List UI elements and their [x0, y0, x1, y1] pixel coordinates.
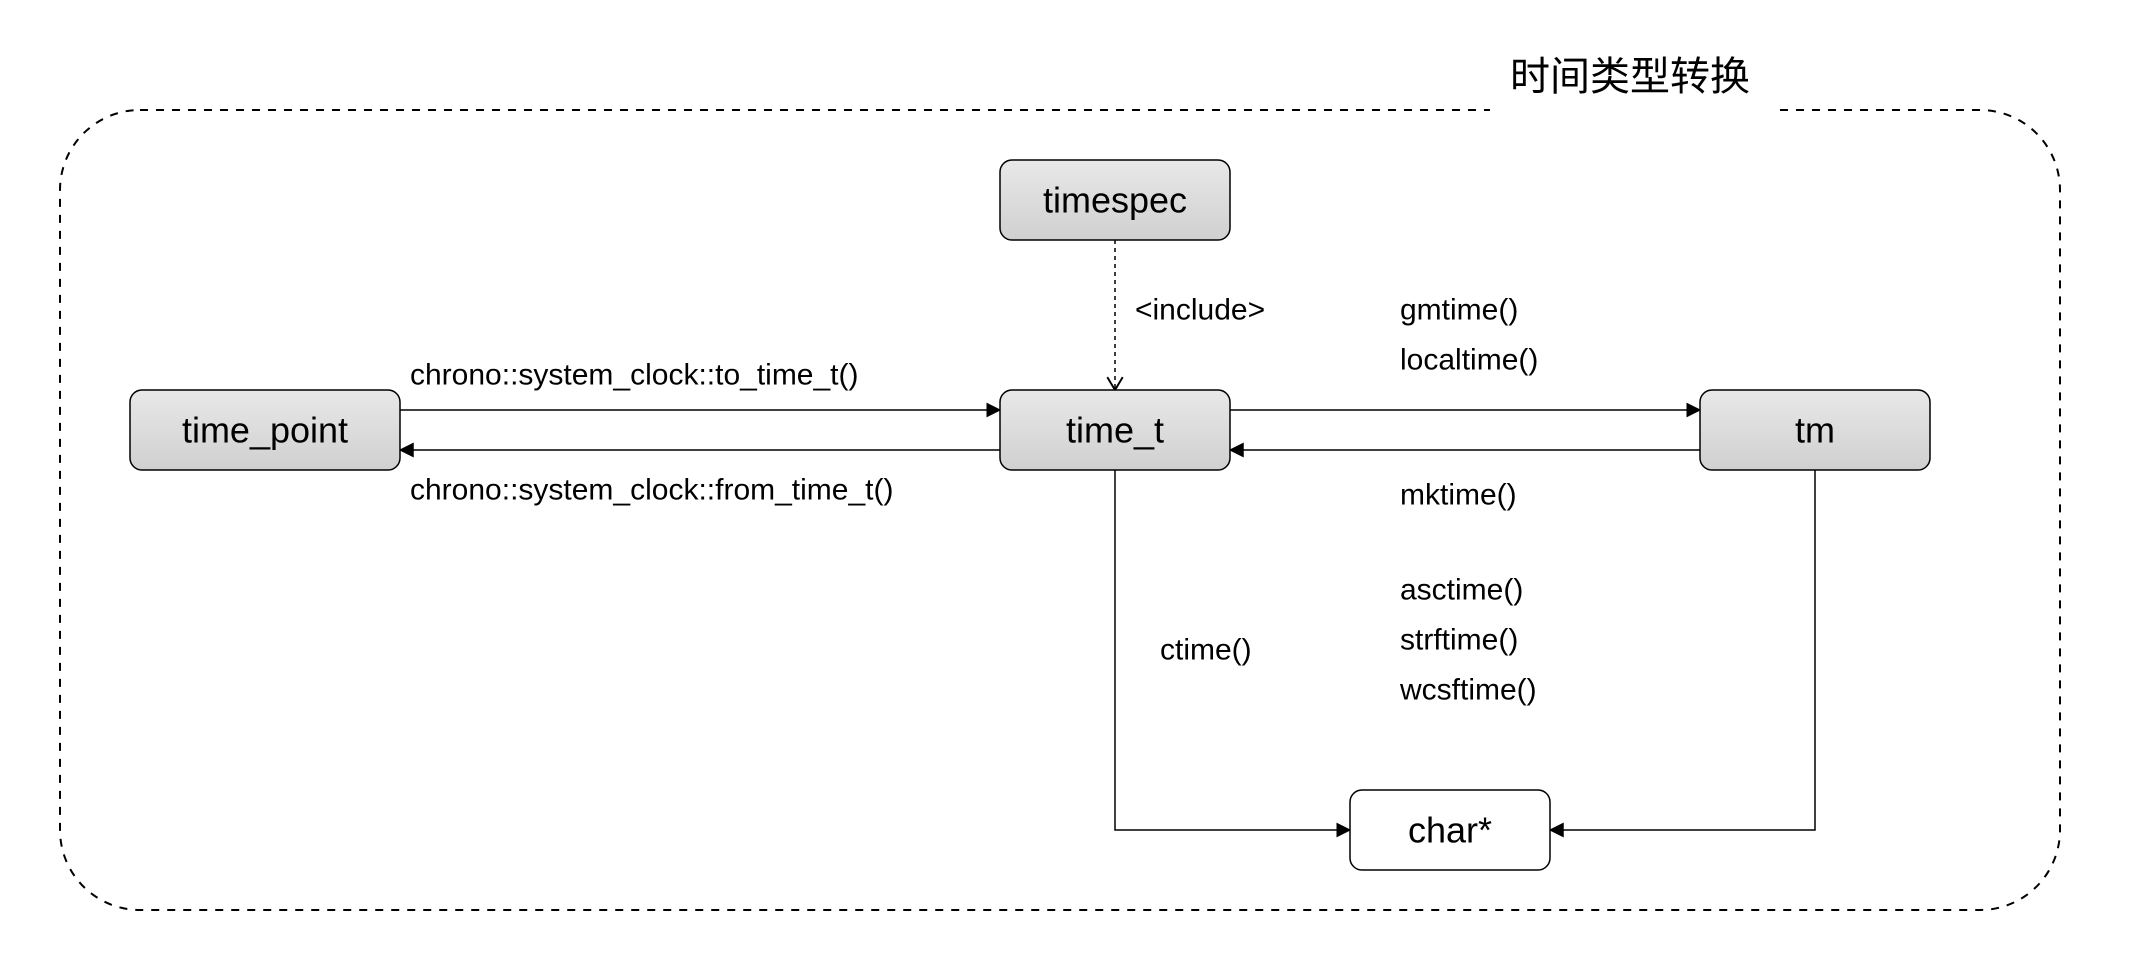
edge-label-tm-to-char-1: strftime()	[1400, 624, 1518, 657]
edge-label-time_t-to-tm-0: gmtime()	[1400, 294, 1518, 327]
node-label-timespec: timespec	[1043, 180, 1187, 221]
edges-layer	[400, 240, 1815, 830]
labels-layer: <include>chrono::system_clock::to_time_t…	[410, 294, 1538, 707]
node-time_t: time_t	[1000, 390, 1230, 470]
edge-label-tm-to-char-0: asctime()	[1400, 574, 1523, 607]
edge-label-time_t-to-char-0: ctime()	[1160, 634, 1252, 667]
node-char: char*	[1350, 790, 1550, 870]
edge-label-tm-to-time_t-0: mktime()	[1400, 479, 1517, 512]
edge-label-timespec-to-time_t-0: <include>	[1135, 294, 1265, 327]
node-tm: tm	[1700, 390, 1930, 470]
edge-label-time_t-to-time_point-0: chrono::system_clock::from_time_t()	[410, 474, 893, 507]
node-label-char: char*	[1408, 810, 1492, 851]
node-timespec: timespec	[1000, 160, 1230, 240]
edge-tm-to-char	[1550, 470, 1815, 830]
node-label-tm: tm	[1795, 410, 1835, 451]
node-time_point: time_point	[130, 390, 400, 470]
time-conversion-diagram: 时间类型转换 timespec time_point time_t tm char* <…	[0, 0, 2136, 968]
edge-label-tm-to-char-2: wcsftime()	[1399, 674, 1537, 707]
nodes-layer: timespec time_point time_t tm char*	[130, 160, 1930, 870]
edge-label-time_point-to-time_t-0: chrono::system_clock::to_time_t()	[410, 359, 859, 392]
node-label-time_t: time_t	[1066, 410, 1164, 451]
edge-label-time_t-to-tm-1: localtime()	[1400, 344, 1538, 377]
node-label-time_point: time_point	[182, 410, 348, 451]
diagram-title: 时间类型转换	[1510, 55, 1750, 99]
